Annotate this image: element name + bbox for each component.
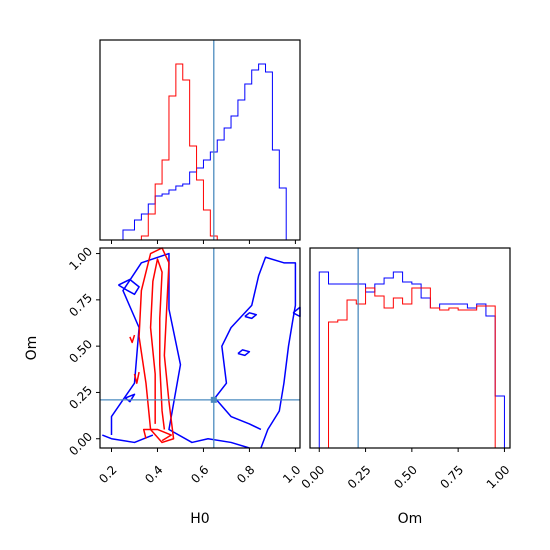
contour-line-5 — [244, 312, 258, 320]
h0-histogram-panel — [99, 39, 301, 244]
contour-x-tick-label-1: 0.4 — [142, 463, 165, 486]
contour-y-tick-label-0: 0.00 — [66, 430, 95, 459]
x-axis-label-h0: H0 — [190, 511, 209, 527]
om-x-tick-label-2: 0.50 — [391, 463, 420, 492]
contour-line-11 — [133, 371, 140, 384]
x-axis-label-om: Om — [398, 511, 423, 527]
h0-histogram-series-1 — [100, 63, 296, 241]
contour-line-9 — [149, 258, 166, 430]
contour-line-4 — [214, 256, 297, 449]
om-histogram-series-0 — [310, 271, 505, 449]
om-x-tick-label-3: 0.75 — [437, 463, 466, 492]
contour-line-2 — [118, 278, 140, 296]
contour-line-10 — [142, 428, 173, 442]
truth-marker — [210, 396, 217, 403]
om-x-tick-label-4: 1.00 — [484, 463, 513, 492]
contour-line-8 — [138, 247, 175, 444]
h0-om-contour-panel: 0.2 0.4 0.6 0.8 1.0 0.000.250.500.751.00 H0 … — [24, 244, 304, 527]
contour-y-tick-label-1: 0.25 — [66, 383, 95, 412]
contour-frame — [99, 247, 301, 449]
contour-y-tick-label-2: 0.50 — [66, 337, 95, 366]
contour-x-tick-label-0: 0.2 — [96, 463, 119, 486]
contour-x-tick-label-3: 0.8 — [234, 463, 257, 486]
contour-x-tick-label-2: 0.6 — [188, 463, 211, 486]
contour-y-tick-label-3: 0.75 — [66, 291, 95, 320]
contour-line-0 — [110, 252, 250, 449]
contour-line-1 — [102, 434, 154, 444]
om-x-tick-label-0: 0.00 — [299, 463, 328, 492]
h0-histogram-frame — [99, 39, 301, 241]
y-axis-label-om: Om — [24, 336, 40, 361]
h0-histogram-series-0 — [100, 63, 296, 241]
contour-line-12 — [129, 334, 136, 344]
om-histogram-panel: 0.00 0.25 0.50 0.75 1.00 Om — [299, 247, 513, 527]
om-histogram-series-1 — [310, 287, 505, 449]
om-histogram-frame — [309, 247, 511, 449]
om-x-tick-label-1: 0.25 — [345, 463, 374, 492]
contour-y-tick-label-4: 1.00 — [66, 244, 95, 273]
contour-line-6 — [237, 349, 251, 357]
